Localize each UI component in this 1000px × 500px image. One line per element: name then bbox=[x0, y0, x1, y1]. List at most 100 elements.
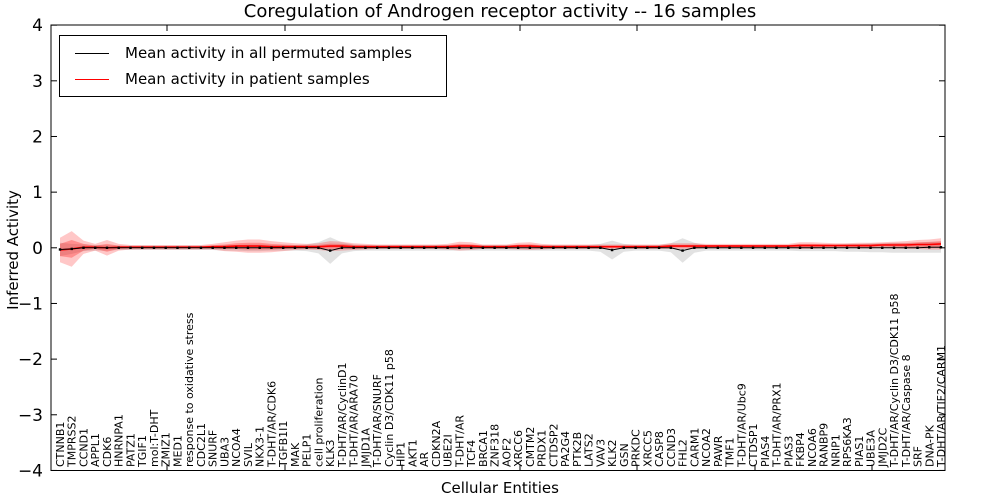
legend-line-black-icon bbox=[75, 52, 109, 54]
x-category-label: Cyclin D3/CDK11 p58 bbox=[383, 349, 396, 467]
legend-line-red-icon bbox=[75, 78, 109, 80]
y-axis-title: Inferred Activity bbox=[4, 190, 22, 310]
x-category-label: NKX3-1 bbox=[254, 426, 267, 467]
x-category-label: CASP8 bbox=[653, 431, 666, 467]
svg-text:−1: −1 bbox=[18, 294, 43, 314]
x-category-label: MED1 bbox=[171, 435, 184, 467]
chart-title: Coregulation of Androgen receptor activi… bbox=[243, 1, 757, 22]
x-category-label: SVIL bbox=[242, 442, 255, 467]
x-category-label: ZNF318 bbox=[489, 424, 502, 467]
x-category-label: JMJD2C bbox=[876, 428, 889, 468]
x-category-label: CTDSP2 bbox=[547, 424, 560, 467]
x-ticks bbox=[166, 25, 873, 471]
x-category-label: CTNNB1 bbox=[54, 422, 67, 467]
x-category-label: HNRNPA1 bbox=[113, 414, 126, 467]
x-category-label: CDK6 bbox=[101, 437, 114, 467]
x-category-label: TMPRSS2 bbox=[66, 416, 79, 468]
x-category-label: CCND1 bbox=[77, 428, 90, 467]
x-category-label: T-DHT/AR/Ubc9 bbox=[735, 383, 748, 468]
patient-mean-line bbox=[59, 243, 942, 251]
svg-text:4: 4 bbox=[32, 16, 43, 36]
x-category-label: T-DHT/AR/Cyclin D3/CDK11 p58 bbox=[888, 293, 901, 468]
x-category-label: T-DHT/AR/CDK6 bbox=[265, 381, 278, 468]
x-category-label: UBA3 bbox=[218, 437, 231, 467]
x-category-label: VAV3 bbox=[594, 439, 607, 467]
x-category-label: T-DHT/AR/Caspase 8 bbox=[900, 354, 913, 468]
svg-text:−2: −2 bbox=[18, 350, 43, 370]
x-category-label: CTDSP1 bbox=[747, 424, 760, 467]
x-category-label: CARM1 bbox=[688, 428, 701, 467]
legend-label-patient: Mean activity in patient samples bbox=[125, 70, 370, 88]
x-category-label: AR bbox=[418, 451, 431, 467]
x-category-label: RANBP9 bbox=[818, 423, 831, 467]
x-category-label: T-DHT/AR bbox=[453, 415, 466, 468]
x-category-label: CDKN2A bbox=[430, 420, 443, 467]
legend-item-permuted: Mean activity in all permuted samples bbox=[60, 44, 446, 62]
svg-text:2: 2 bbox=[32, 127, 43, 147]
svg-text:−3: −3 bbox=[18, 406, 43, 426]
x-category-label: PTK2B bbox=[571, 432, 584, 467]
x-category-label: CCND3 bbox=[665, 428, 678, 467]
permuted-mean-line bbox=[58, 246, 943, 252]
x-category-label: PAWR bbox=[712, 435, 725, 467]
x-category-label: AOF2 bbox=[500, 438, 513, 467]
x-category-label: response to oxidative stress bbox=[183, 312, 196, 467]
x-category-label: BRCA1 bbox=[477, 430, 490, 467]
x-category-label: PIAS4 bbox=[759, 436, 772, 467]
x-category-labels: CTNNB1TMPRSS2CCND1APPL1CDK6HNRNPA1PATZ1T… bbox=[54, 293, 948, 468]
x-category-label: HIP1 bbox=[395, 442, 408, 467]
x-category-label: PRKDC bbox=[630, 429, 643, 467]
x-category-label: PIAS1 bbox=[853, 436, 866, 467]
x-category-label: KLK3 bbox=[324, 439, 337, 467]
x-category-label: XRCC6 bbox=[512, 430, 525, 467]
x-category-label: PATZ1 bbox=[124, 433, 137, 467]
x-category-label: DNA-PK bbox=[923, 424, 936, 467]
x-category-label: TCF4 bbox=[465, 440, 478, 468]
svg-text:3: 3 bbox=[32, 72, 43, 92]
x-category-label: JMJD1A bbox=[359, 428, 372, 468]
x-category-label: PA2G4 bbox=[559, 431, 572, 467]
x-category-label: UBE2I bbox=[442, 434, 455, 467]
x-category-label: TGFB1I1 bbox=[277, 421, 290, 468]
x-axis-title: Cellular Entities bbox=[441, 479, 559, 497]
x-category-label: TMF1 bbox=[724, 437, 737, 468]
x-category-label: PELP1 bbox=[301, 434, 314, 467]
x-category-label: LATS2 bbox=[583, 433, 596, 467]
x-category-label: FKBP4 bbox=[794, 432, 807, 467]
x-category-label: T-DHT/AR/ARA70 bbox=[348, 375, 361, 468]
x-category-label: CDC2L1 bbox=[195, 423, 208, 467]
x-category-label: ZMIZ1 bbox=[160, 432, 173, 467]
x-category-label: NRIP1 bbox=[829, 434, 842, 467]
x-category-label: TGIF1 bbox=[136, 435, 149, 468]
x-category-label: XRCC5 bbox=[641, 430, 654, 467]
x-category-label: APPL1 bbox=[89, 433, 102, 467]
x-category-label: T-DHT/AR/PRX1 bbox=[771, 382, 784, 468]
x-category-label: CMTM2 bbox=[524, 427, 537, 467]
x-category-label: PRDX1 bbox=[536, 430, 549, 467]
x-category-label: NCOA4 bbox=[230, 428, 243, 467]
x-category-label: KLK2 bbox=[606, 439, 619, 467]
legend-label-permuted: Mean activity in all permuted samples bbox=[125, 44, 412, 62]
x-category-label: cell proliferation bbox=[312, 377, 325, 467]
x-category-label: T-DHT/AR/SNURF bbox=[371, 374, 384, 468]
x-category-label: MAK bbox=[289, 442, 302, 467]
x-category-label: mol:T-DHT bbox=[148, 409, 161, 467]
x-category-label: RPS6KA3 bbox=[841, 417, 854, 467]
x-category-label: T-DHT/AR/TIF2/CARM1 bbox=[935, 345, 948, 468]
x-category-label: FHL2 bbox=[677, 439, 690, 467]
x-category-label: SNURF bbox=[207, 430, 220, 467]
svg-text:−4: −4 bbox=[18, 461, 43, 481]
svg-text:0: 0 bbox=[32, 239, 43, 259]
x-category-label: AKT1 bbox=[406, 439, 419, 467]
legend: Mean activity in all permuted samples Me… bbox=[59, 35, 447, 97]
y-tick-labels: 4 3 2 1 0 −1 −2 −3 −4 bbox=[18, 16, 43, 481]
legend-item-patient: Mean activity in patient samples bbox=[60, 70, 446, 88]
y-ticks bbox=[51, 24, 945, 471]
x-category-label: UBE3A bbox=[865, 429, 878, 467]
x-category-label: NCOA6 bbox=[806, 428, 819, 467]
svg-text:1: 1 bbox=[32, 183, 43, 203]
x-category-label: NCOA2 bbox=[700, 428, 713, 467]
x-category-label: SRF bbox=[912, 446, 925, 467]
